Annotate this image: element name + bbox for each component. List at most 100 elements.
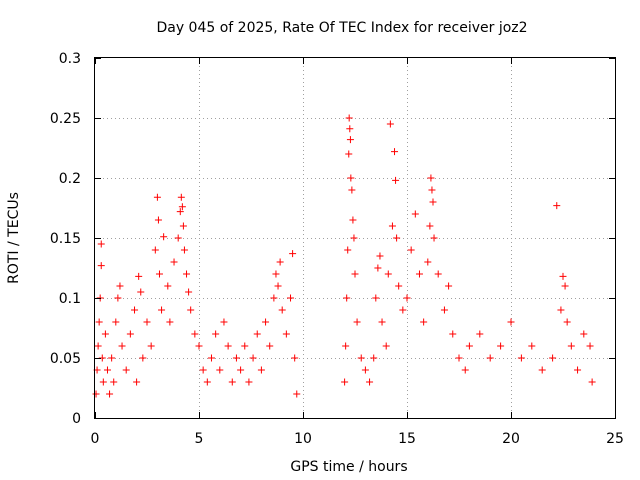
data-point [561,282,569,290]
data-point [388,222,396,230]
data-point [517,354,525,362]
data-point [178,203,186,211]
data-point [177,193,185,201]
data-point [207,354,215,362]
data-point [399,306,407,314]
plot-frame [94,57,616,419]
data-point [407,246,415,254]
data-point [282,330,290,338]
data-point [415,270,423,278]
data-point [372,294,380,302]
data-point [553,202,561,210]
data-point [110,378,118,386]
data-point [164,282,172,290]
data-point [154,216,162,224]
data-point [195,342,203,350]
data-point [428,186,436,194]
data-point [183,270,191,278]
x-tick-label: 15 [398,431,416,447]
data-point [351,270,359,278]
data-point [103,366,111,374]
data-point [557,306,565,314]
data-point [434,270,442,278]
data-point [191,330,199,338]
data-point [180,246,188,254]
data-point [429,198,437,206]
data-point [427,174,435,182]
data-point [228,378,236,386]
data-point [203,378,211,386]
x-tick-label: 10 [294,431,312,447]
data-point [241,342,249,350]
chart-title: Day 045 of 2025, Rate Of TEC Index for r… [156,20,527,36]
data-point [588,378,596,386]
data-point [114,294,122,302]
data-point [199,366,207,374]
data-point [440,306,448,314]
data-point [424,258,432,266]
data-point [237,366,245,374]
data-points [92,114,596,398]
y-tick-label: 0.2 [59,171,81,187]
data-point [97,262,105,270]
data-point [386,120,394,128]
x-tick-label: 20 [502,431,520,447]
data-point [147,342,155,350]
data-point [497,342,505,350]
data-point [563,318,571,326]
data-point [270,294,278,302]
data-point [392,176,400,184]
data-point [343,294,351,302]
data-point [455,354,463,362]
data-point [135,272,143,280]
data-point [112,318,120,326]
data-point [212,330,220,338]
data-point [374,264,382,272]
data-point [224,342,232,350]
data-point [143,318,151,326]
data-point [92,390,100,398]
data-point [370,354,378,362]
data-point [366,378,374,386]
data-point [272,270,280,278]
data-point [346,125,354,133]
data-point [486,354,494,362]
data-point [391,148,399,156]
data-point [376,252,384,260]
x-tick-label: 25 [606,431,624,447]
data-point [342,342,350,350]
x-tick-label: 0 [91,431,100,447]
x-tick-label: 5 [195,431,204,447]
data-point [158,306,166,314]
data-point [350,234,358,242]
data-point [116,282,124,290]
data-point [95,318,103,326]
data-point [253,330,261,338]
data-point [287,294,295,302]
data-point [353,318,361,326]
data-point [187,306,195,314]
axis-ticks [95,58,616,419]
data-point [155,270,163,278]
data-point [266,342,274,350]
data-point [393,234,401,242]
data-point [395,282,403,290]
data-point [476,330,484,338]
data-point [461,366,469,374]
data-point [151,246,159,254]
data-point [160,233,168,241]
x-axis-label: GPS time / hours [290,459,407,475]
data-point [289,250,297,258]
data-point [403,294,411,302]
data-point [245,378,253,386]
data-point [346,136,354,144]
y-tick-label: 0.3 [59,51,81,67]
data-point [382,342,390,350]
data-point [94,342,102,350]
data-point [465,342,473,350]
data-point [274,282,282,290]
data-point [232,354,240,362]
data-point [166,318,174,326]
data-point [420,318,428,326]
